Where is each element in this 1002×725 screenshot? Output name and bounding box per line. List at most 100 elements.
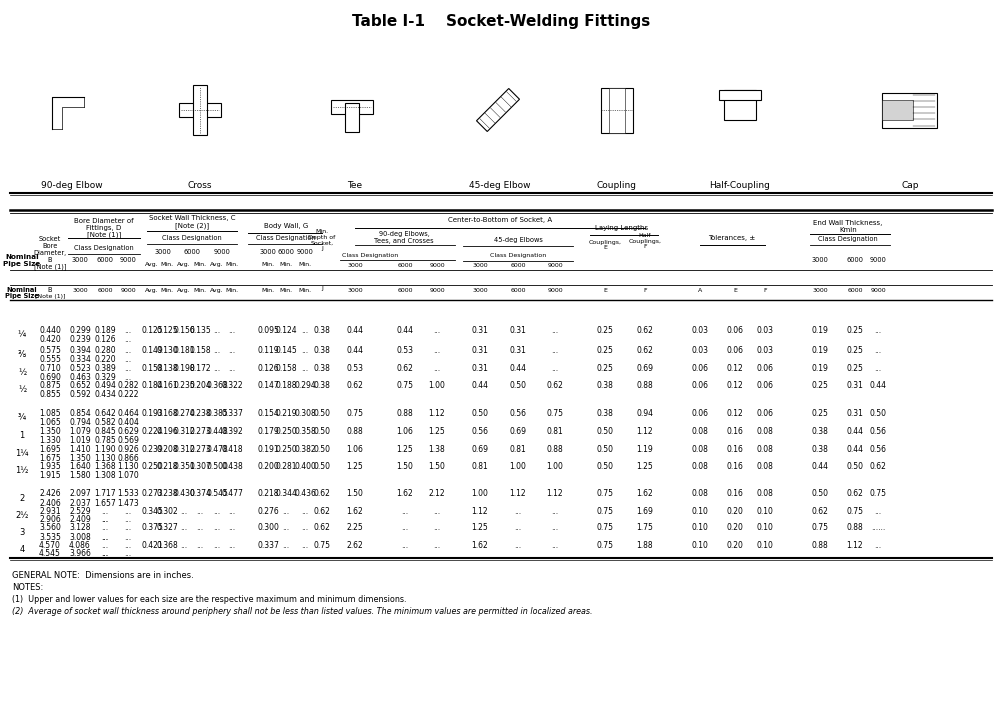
Text: 1.915: 1.915 [39, 471, 61, 479]
Text: 3000: 3000 [347, 288, 363, 292]
Text: 0.368: 0.368 [206, 381, 227, 389]
Text: 1.00: 1.00 [429, 381, 446, 389]
Text: 0.44: 0.44 [847, 444, 864, 454]
Text: 0.273: 0.273 [141, 489, 163, 499]
Text: ...: ... [180, 523, 187, 532]
Text: Pipe Size: Pipe Size [5, 293, 39, 299]
Text: 3.966: 3.966 [69, 550, 91, 558]
Text: ...: ... [124, 326, 131, 334]
Text: 9000: 9000 [297, 249, 314, 255]
Text: 0.181: 0.181 [173, 346, 194, 355]
Text: ...: ... [196, 523, 203, 532]
Text: ...: ... [551, 326, 558, 334]
Text: 0.08: 0.08 [691, 444, 708, 454]
Text: Min.: Min. [160, 262, 173, 267]
Text: 0.62: 0.62 [314, 507, 331, 515]
Text: Half-Coupling: Half-Coupling [709, 181, 771, 189]
Text: 0.50: 0.50 [847, 462, 864, 471]
Text: ...: ... [196, 507, 203, 515]
Text: 0.08: 0.08 [757, 462, 774, 471]
Text: Socket
Bore
Diameter,
B
[Note (1)]: Socket Bore Diameter, B [Note (1)] [33, 236, 66, 270]
Text: 0.158: 0.158 [141, 363, 162, 373]
Text: 0.62: 0.62 [397, 363, 414, 373]
Text: 0.08: 0.08 [757, 444, 774, 454]
Text: 0.38: 0.38 [812, 444, 829, 454]
Text: 0.19: 0.19 [812, 326, 829, 334]
Text: 0.308: 0.308 [295, 408, 316, 418]
Text: 1.368: 1.368 [94, 462, 116, 471]
Text: ...: ... [302, 326, 309, 334]
Text: ...: ... [434, 326, 441, 334]
Text: 0.124: 0.124 [276, 326, 297, 334]
Text: 0.463: 0.463 [69, 373, 91, 381]
Text: 1.12: 1.12 [472, 507, 488, 515]
Text: 3.128: 3.128 [69, 523, 91, 532]
Text: Min.: Min. [193, 288, 206, 292]
Text: Center-to-Bottom of Socket, A: Center-to-Bottom of Socket, A [448, 217, 552, 223]
Text: 0.50: 0.50 [596, 462, 613, 471]
Text: 0.75: 0.75 [596, 507, 613, 515]
Text: 0.312: 0.312 [173, 426, 194, 436]
Text: ...: ... [514, 541, 522, 550]
Text: 1.330: 1.330 [39, 436, 61, 444]
Text: ...: ... [875, 363, 882, 373]
Text: 1.473: 1.473 [117, 499, 139, 507]
Text: 0.44: 0.44 [847, 426, 864, 436]
Text: 0.436: 0.436 [294, 489, 316, 499]
Text: 0.312: 0.312 [173, 444, 194, 454]
Text: ...: ... [124, 334, 131, 344]
Text: 6000: 6000 [847, 257, 864, 263]
Text: 0.219: 0.219 [276, 408, 297, 418]
Text: 90-deg Elbow: 90-deg Elbow [41, 181, 103, 189]
Text: 0.307: 0.307 [189, 462, 211, 471]
Text: 0.327: 0.327 [156, 523, 178, 532]
Text: 2.12: 2.12 [429, 489, 445, 499]
Text: A: A [697, 288, 702, 292]
Text: 1.25: 1.25 [347, 462, 364, 471]
Text: 0.25: 0.25 [847, 363, 864, 373]
Text: 0.274: 0.274 [173, 408, 194, 418]
Text: B: B [48, 287, 52, 293]
Text: 3000: 3000 [472, 288, 488, 292]
Text: Class Designation: Class Designation [257, 235, 316, 241]
Text: ...: ... [434, 363, 441, 373]
Text: 4.086: 4.086 [69, 541, 91, 550]
Text: 1.935: 1.935 [39, 462, 61, 471]
Text: ...: ... [302, 507, 309, 515]
Text: 0.31: 0.31 [847, 408, 864, 418]
Text: 1.190: 1.190 [94, 444, 116, 454]
Text: 6000: 6000 [397, 262, 413, 268]
Text: 0.03: 0.03 [757, 346, 774, 355]
Text: 0.31: 0.31 [847, 381, 864, 389]
Text: ...: ... [124, 541, 131, 550]
Text: ...: ... [434, 541, 441, 550]
Text: 9000: 9000 [119, 257, 136, 263]
Text: 1.12: 1.12 [847, 541, 864, 550]
Text: ...: ... [875, 346, 882, 355]
Text: 6000: 6000 [97, 288, 113, 292]
Text: GENERAL NOTE:  Dimensions are in inches.: GENERAL NOTE: Dimensions are in inches. [12, 571, 193, 580]
Text: ...: ... [434, 523, 441, 532]
Text: 1.717: 1.717 [94, 489, 116, 499]
Text: ...: ... [124, 550, 131, 558]
Text: 0.38: 0.38 [314, 381, 331, 389]
Text: 0.75: 0.75 [347, 408, 364, 418]
Text: 1½: 1½ [15, 466, 29, 475]
Bar [193, 85, 207, 135]
Text: Coupling: Coupling [597, 181, 637, 189]
Text: 0.10: 0.10 [691, 507, 708, 515]
Text: 2.097: 2.097 [69, 489, 91, 499]
Text: 0.38: 0.38 [596, 408, 613, 418]
Text: 0.50: 0.50 [870, 408, 887, 418]
Text: 6000: 6000 [510, 288, 526, 292]
Text: 2: 2 [19, 494, 25, 503]
Text: 3000: 3000 [72, 288, 88, 292]
Text: 0.135: 0.135 [189, 326, 210, 334]
Text: Min.
Depth of
Socket,
J: Min. Depth of Socket, J [309, 229, 336, 251]
Text: Min.: Min. [262, 288, 275, 292]
Text: 0.56: 0.56 [472, 426, 489, 436]
Text: 0.198: 0.198 [173, 363, 194, 373]
Text: 0.126: 0.126 [94, 334, 116, 344]
Text: ½: ½ [18, 385, 26, 394]
Text: 1.62: 1.62 [472, 541, 488, 550]
